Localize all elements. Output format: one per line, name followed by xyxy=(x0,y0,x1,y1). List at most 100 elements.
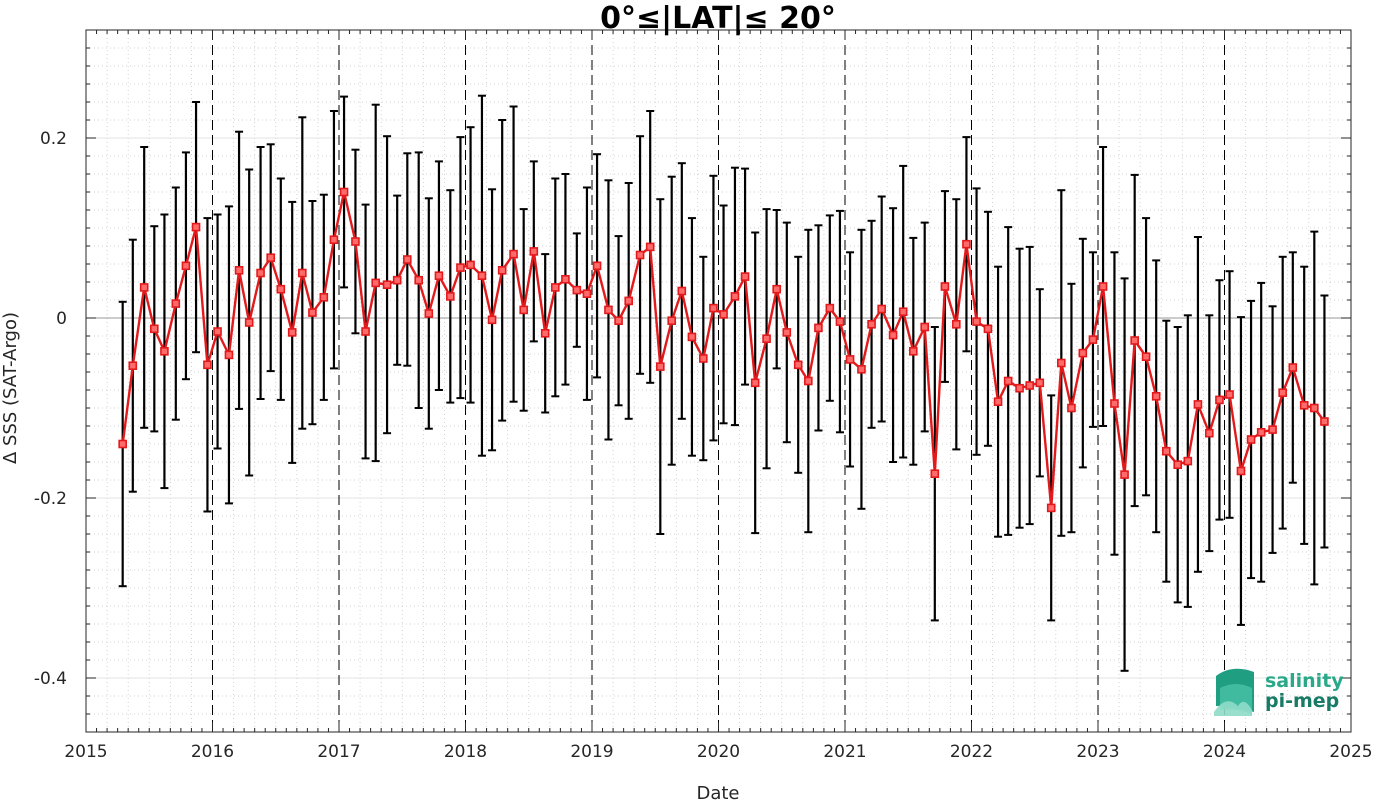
data-point-marker xyxy=(1288,363,1298,372)
error-bars xyxy=(118,94,1329,672)
data-point-marker xyxy=(1110,399,1119,408)
data-point-marker xyxy=(782,328,792,337)
data-point-marker xyxy=(446,292,455,301)
data-point-marker xyxy=(1310,403,1319,413)
chart-title: 0°≤|LAT|≤ 20° xyxy=(600,1,836,36)
year-boundary-lines xyxy=(212,30,1225,732)
y-tick-label: 0.2 xyxy=(40,129,67,149)
logo-text-salinity: salinity xyxy=(1265,670,1344,692)
data-point-marker xyxy=(181,261,191,271)
data-point-marker xyxy=(687,332,697,342)
data-point-marker xyxy=(1141,352,1151,362)
data-point-marker xyxy=(171,299,181,308)
data-point-marker xyxy=(1173,460,1182,470)
data-point-marker xyxy=(371,278,380,288)
data-point-marker xyxy=(287,328,297,337)
data-point-marker xyxy=(414,275,423,285)
data-point-marker xyxy=(128,361,138,371)
data-point-marker xyxy=(645,242,655,252)
data-point-marker xyxy=(191,222,201,232)
data-point-marker xyxy=(403,255,412,264)
data-point-marker xyxy=(509,249,518,259)
data-point-marker xyxy=(1246,435,1256,444)
data-point-marker xyxy=(772,284,781,294)
y-tick-labels: -0.4 -0.2 0 0.2 xyxy=(34,129,67,689)
data-point-marker xyxy=(497,265,507,275)
x-tick-label: 2020 xyxy=(697,742,740,762)
data-point-marker xyxy=(972,317,981,326)
data-point-marker xyxy=(1078,348,1088,358)
x-tick-label: 2022 xyxy=(950,742,993,762)
data-point-marker xyxy=(762,334,771,344)
x-tick-label: 2023 xyxy=(1076,742,1119,762)
data-point-marker xyxy=(1320,417,1329,426)
data-point-marker xyxy=(1098,282,1108,291)
data-point-marker xyxy=(952,319,961,329)
data-point-marker xyxy=(244,318,254,327)
data-point-marker xyxy=(329,235,339,244)
data-point-marker xyxy=(624,296,633,306)
data-point-marker xyxy=(582,289,592,299)
data-point-marker xyxy=(308,308,317,317)
data-point-marker xyxy=(160,346,169,356)
x-tick-label: 2019 xyxy=(570,742,613,762)
x-tick-label: 2015 xyxy=(64,742,107,762)
data-point-marker xyxy=(993,397,1003,407)
data-point-marker xyxy=(962,239,971,249)
x-tick-label: 2018 xyxy=(444,742,487,762)
data-point-marker xyxy=(1205,428,1214,438)
data-point-marker xyxy=(561,274,570,284)
data-point-marker xyxy=(614,316,623,326)
data-point-marker xyxy=(983,324,993,334)
data-point-marker xyxy=(1193,400,1203,409)
data-point-marker xyxy=(213,327,222,336)
data-point-marker xyxy=(814,323,823,333)
data-point-marker xyxy=(1003,376,1013,386)
data-point-marker xyxy=(1035,378,1045,388)
data-point-marker xyxy=(867,319,876,329)
data-point-marker xyxy=(234,265,244,275)
data-point-marker xyxy=(203,360,212,370)
data-point-marker xyxy=(1268,425,1277,434)
x-tick-label: 2021 xyxy=(823,742,866,762)
data-point-marker xyxy=(1120,470,1129,479)
y-tick-label: -0.4 xyxy=(34,669,67,689)
data-point-marker xyxy=(793,360,803,370)
x-tick-label: 2016 xyxy=(191,742,234,762)
data-point-marker xyxy=(835,317,845,326)
data-point-marker xyxy=(709,303,718,313)
data-point-marker xyxy=(266,253,275,262)
data-point-marker xyxy=(898,307,908,317)
data-point-marker xyxy=(750,378,760,388)
data-point-marker xyxy=(1236,466,1246,476)
data-point-marker xyxy=(719,310,728,319)
data-point-marker xyxy=(1162,446,1171,456)
data-point-marker xyxy=(529,247,539,256)
data-point-marker xyxy=(656,362,665,371)
data-point-marker xyxy=(1299,400,1309,410)
axis-ticks xyxy=(85,29,1352,733)
data-point-marker xyxy=(139,283,149,292)
data-point-marker xyxy=(424,309,434,318)
x-tick-labels: 2015 2016 2017 2018 2019 2020 2021 2022 2023 2024… xyxy=(64,742,1372,762)
data-point-marker xyxy=(930,469,940,479)
data-point-marker xyxy=(845,355,855,364)
data-point-marker xyxy=(540,328,550,338)
data-point-marker xyxy=(1057,358,1066,368)
data-point-marker xyxy=(667,316,676,326)
data-point-marker xyxy=(604,305,613,315)
data-point-marker xyxy=(519,305,528,315)
data-point-marker xyxy=(1225,390,1234,399)
data-point-marker xyxy=(1130,336,1139,345)
data-point-marker xyxy=(920,322,929,332)
data-point-marker xyxy=(466,260,475,270)
data-point-marker xyxy=(572,285,582,295)
salinity-pi-mep-logo: salinity pi-mep xyxy=(1214,668,1344,716)
logo-text-pi-mep: pi-mep xyxy=(1265,690,1339,712)
x-tick-label: 2024 xyxy=(1203,742,1246,762)
data-point-marker xyxy=(825,303,835,313)
data-point-marker xyxy=(256,268,265,278)
data-point-marker xyxy=(1025,381,1034,390)
data-point-marker xyxy=(1067,403,1076,413)
